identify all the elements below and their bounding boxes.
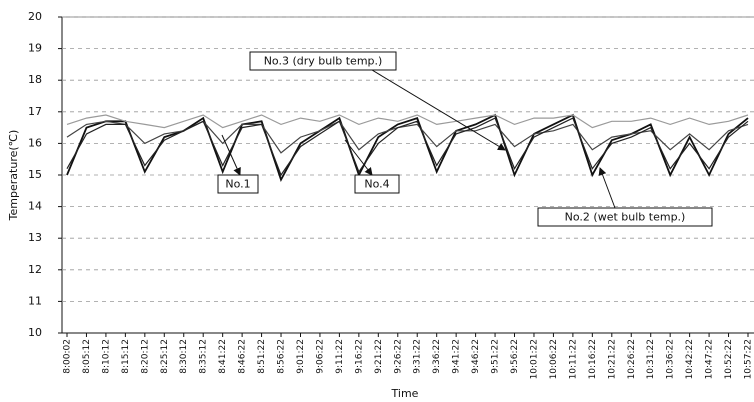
annotation-box (354, 174, 400, 194)
series-line (66, 117, 749, 177)
x-tick-label: 10:42:22 (685, 339, 695, 379)
annotation-label: No.3 (dry bulb temp.) (264, 55, 383, 68)
y-tick-label: 13 (28, 231, 42, 244)
x-tick-label: 10:01:22 (529, 339, 539, 379)
series-line (66, 120, 749, 154)
y-tick-label: 12 (28, 263, 42, 276)
x-tick-label: 9:06:22 (315, 339, 325, 374)
x-tick-label: 10:26:22 (627, 339, 637, 379)
x-tick-label: 9:16:22 (354, 339, 364, 374)
y-tick-label: 10 (28, 326, 42, 339)
x-tick-label: 10:36:22 (666, 339, 676, 379)
annotation-arrow (221, 134, 241, 176)
x-tick-label: 8:35:12 (199, 339, 209, 374)
x-tick-label: 9:31:22 (413, 339, 423, 374)
annotation-box (249, 51, 397, 71)
y-tick-label: 15 (28, 168, 42, 181)
x-tick-label: 9:21:22 (374, 339, 384, 374)
x-tick-label: 10:21:22 (607, 339, 617, 379)
x-tick-label: 10:47:22 (705, 339, 715, 379)
x-tick-label: 9:56:22 (510, 339, 520, 374)
annotation-arrow (344, 139, 373, 176)
y-tick-label: 17 (28, 105, 42, 118)
x-tick-label: 8:10:12 (101, 339, 111, 374)
x-tick-label: 9:41:22 (452, 339, 462, 374)
x-tick-label: 10:31:22 (646, 339, 656, 379)
x-tick-label: 9:46:22 (471, 339, 481, 374)
x-tick-label: 8:51:22 (257, 339, 267, 374)
annotation-box (537, 207, 713, 227)
series-line (66, 114, 749, 129)
x-tick-label: 10:11:22 (568, 339, 578, 379)
annotation-arrow (598, 167, 616, 209)
x-tick-label: 8:20:12 (140, 339, 150, 374)
x-tick-label: 9:36:22 (432, 339, 442, 374)
x-tick-label: 10:52:22 (724, 339, 734, 379)
x-tick-label: 8:05:12 (82, 339, 92, 374)
x-tick-label: 9:11:22 (335, 339, 345, 374)
x-tick-label: 9:26:22 (393, 339, 403, 374)
x-tick-label: 8:56:22 (277, 339, 287, 374)
annotation-arrow (371, 69, 506, 151)
x-tick-label: 8:15:12 (121, 339, 131, 374)
x-tick-label: 8:00:02 (63, 339, 73, 374)
x-tick-label: 8:25:12 (160, 339, 170, 374)
annotation-label: No.1 (225, 178, 250, 191)
y-tick-label: 11 (28, 294, 42, 307)
x-tick-label: 10:16:22 (588, 339, 598, 379)
y-tick-label: 16 (28, 136, 42, 149)
x-tick-label: 10:57:22 (744, 339, 754, 379)
y-tick-label: 19 (28, 42, 42, 55)
x-tick-label: 8:41:22 (218, 339, 228, 374)
x-tick-label: 9:51:22 (491, 339, 501, 374)
x-tick-label: 10:06:22 (549, 339, 559, 379)
x-tick-label: 8:46:22 (238, 339, 248, 374)
x-tick-label: 9:01:22 (296, 339, 306, 374)
x-tick-label: 8:30:12 (179, 339, 189, 374)
annotation-label: No.4 (364, 178, 389, 191)
y-tick-label: 14 (28, 200, 42, 213)
y-tick-label: 18 (28, 73, 42, 86)
y-axis-label: Temperature(℃) (7, 130, 20, 222)
annotation-label: No.2 (wet bulb temp.) (565, 211, 686, 224)
x-axis-label: Time (391, 387, 419, 400)
y-tick-label: 20 (28, 10, 42, 23)
annotation-box (217, 174, 259, 194)
